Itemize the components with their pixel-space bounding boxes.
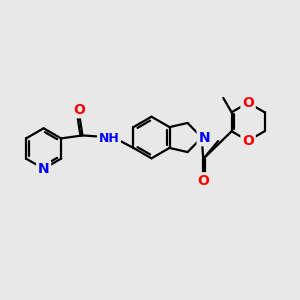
Text: O: O xyxy=(242,96,254,110)
Text: NH: NH xyxy=(99,132,119,145)
Text: N: N xyxy=(198,130,210,145)
Text: O: O xyxy=(74,103,86,117)
Text: O: O xyxy=(197,174,209,188)
Text: O: O xyxy=(242,134,254,148)
Text: N: N xyxy=(38,162,50,176)
